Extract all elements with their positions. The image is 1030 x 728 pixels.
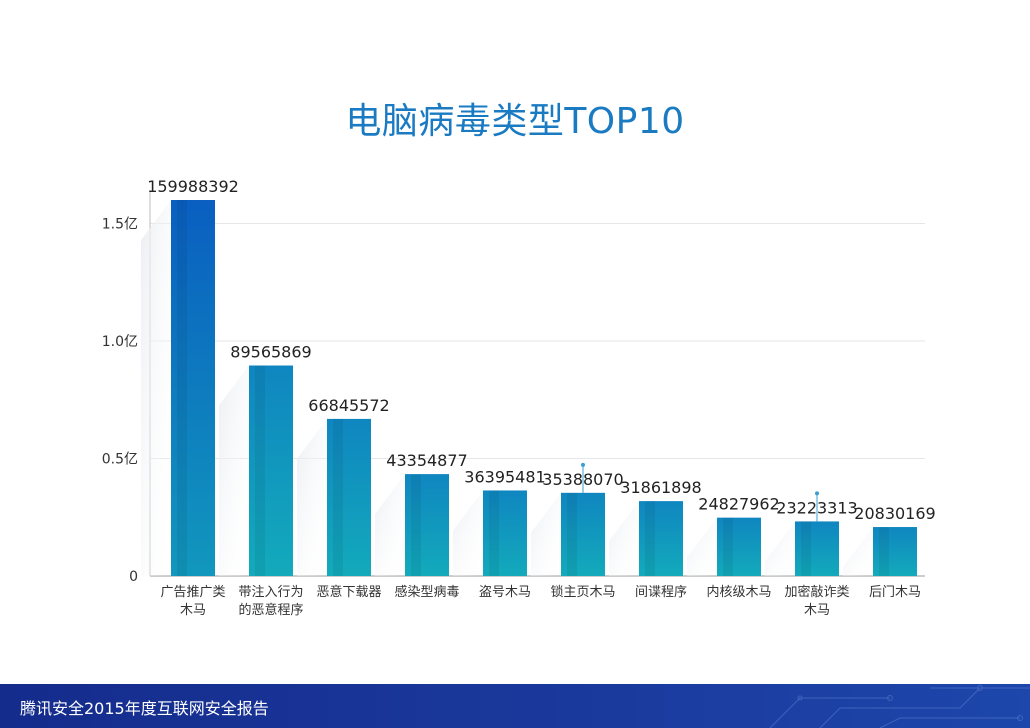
- bar-stripe: [723, 517, 733, 576]
- bar-shadow: [843, 527, 873, 576]
- bar: [873, 527, 917, 576]
- leader-dot: [815, 491, 819, 496]
- category-label: 木马: [180, 603, 206, 618]
- value-label: 36395481: [464, 467, 545, 486]
- bar-shadow: [453, 490, 483, 576]
- value-label: 66845572: [308, 396, 389, 415]
- bar: [171, 200, 215, 576]
- category-label: 恶意下载器: [316, 584, 381, 600]
- bar-stripe: [255, 365, 265, 576]
- bar-shadow: [687, 517, 717, 576]
- footer-text: 腾讯安全2015年度互联网安全报告: [20, 699, 269, 718]
- bar-stripe: [489, 490, 499, 576]
- bar-shadow: [375, 474, 405, 576]
- bar: [405, 474, 449, 576]
- bar-shadow: [297, 418, 327, 576]
- leader-dot: [581, 462, 585, 467]
- bar-stripe: [801, 521, 811, 576]
- category-label: 带注入行为: [238, 585, 303, 600]
- circuit-decoration-icon: [769, 685, 1030, 728]
- value-label: 20830169: [854, 504, 935, 523]
- category-label: 间谍程序: [635, 585, 687, 600]
- bar: [483, 490, 527, 576]
- bar-stripe: [879, 527, 889, 576]
- bar-stripe: [411, 474, 421, 576]
- bar-shadow: [531, 492, 561, 576]
- bar: [327, 418, 371, 576]
- value-label: 43354877: [386, 451, 467, 470]
- value-label: 89565869: [230, 343, 311, 362]
- category-label: 盗号木马: [479, 584, 531, 600]
- bar-shadow: [609, 501, 639, 576]
- category-label: 木马: [804, 603, 830, 618]
- bar: [249, 365, 293, 576]
- bar: [561, 492, 605, 576]
- category-label: 后门木马: [869, 585, 921, 600]
- bar-stripe: [333, 418, 343, 576]
- bar-stripe: [567, 492, 577, 576]
- bar: [717, 517, 761, 576]
- bar-stripe: [645, 501, 655, 576]
- category-label: 广告推广类: [160, 585, 225, 600]
- bar-stripe: [177, 200, 187, 576]
- bar-shadow: [141, 200, 171, 576]
- value-label: 24827962: [698, 495, 779, 514]
- bar: [639, 501, 683, 576]
- y-tick-label: 1.5亿: [102, 216, 138, 232]
- footer-bar: 腾讯安全2015年度互联网安全报告: [0, 684, 1030, 728]
- category-label: 感染型病毒: [394, 584, 459, 600]
- category-label: 内核级木马: [706, 584, 771, 600]
- y-tick-label: 1.0亿: [102, 334, 138, 350]
- bar: [795, 521, 839, 576]
- category-label: 锁主页木马: [550, 584, 615, 600]
- y-tick-label: 0: [129, 569, 138, 585]
- category-label: 的恶意程序: [238, 602, 303, 618]
- y-tick-label: 0.5亿: [102, 451, 138, 467]
- category-label: 加密敲诈类: [784, 584, 849, 600]
- bar-shadow: [765, 521, 795, 576]
- value-label: 31861898: [620, 478, 701, 497]
- bar-shadow: [219, 365, 249, 576]
- value-label: 159988392: [147, 177, 239, 196]
- chart-title: 电脑病毒类型TOP10: [345, 101, 685, 142]
